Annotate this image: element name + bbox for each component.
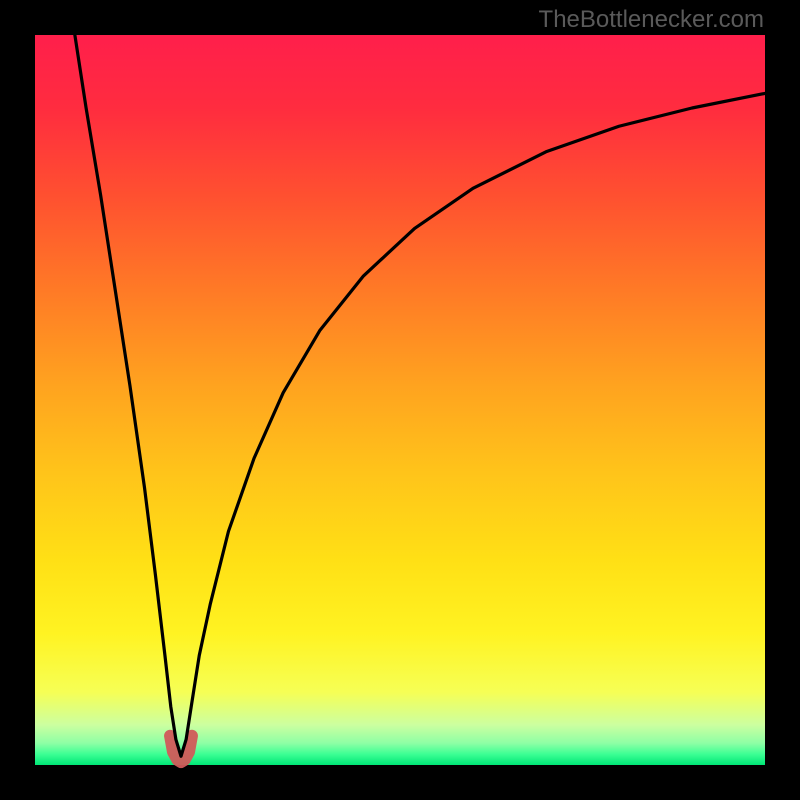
bottleneck-curve [72, 13, 766, 756]
figure-stage: TheBottlenecker.com [0, 0, 800, 800]
chart-svg-layer [35, 35, 765, 765]
plot-area [35, 35, 765, 765]
watermark-text: TheBottlenecker.com [539, 6, 764, 34]
minimum-marker [170, 736, 192, 762]
